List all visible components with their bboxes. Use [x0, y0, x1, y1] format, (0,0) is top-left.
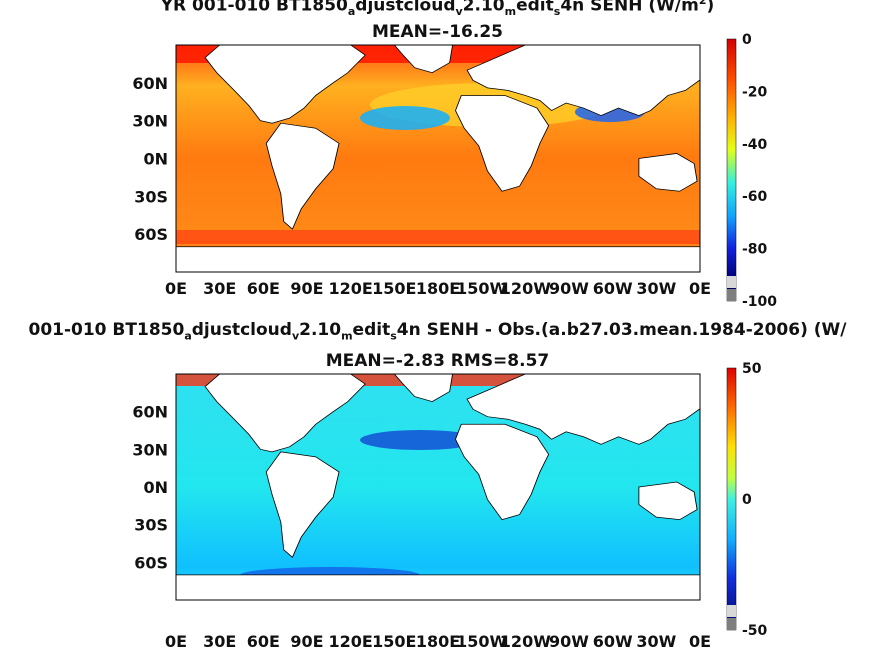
- x-tick-label: 0E: [165, 632, 187, 651]
- x-tick-label: 0E: [689, 279, 711, 298]
- y-tick-label: 0N: [143, 478, 168, 497]
- panel-senh-bias: 001-010 BT1850adjustcloudv2.10medits4n S…: [0, 320, 875, 650]
- x-tick-label: 120W: [500, 632, 551, 651]
- colorbar-tick-label: -100: [742, 294, 777, 310]
- x-tick-label: 120E: [329, 279, 373, 298]
- x-tick-label: 0E: [689, 632, 711, 651]
- x-tick-label: 60W: [593, 279, 633, 298]
- map-frame: [175, 373, 701, 601]
- y-tick-label: 30N: [132, 112, 168, 131]
- x-tick-label: 30E: [203, 632, 236, 651]
- map-frame: [175, 44, 701, 273]
- x-tick-label: 60E: [247, 279, 280, 298]
- ocean-anomaly: [176, 230, 700, 244]
- x-tick-label: 150E: [372, 279, 416, 298]
- x-tick-label: 120E: [329, 632, 373, 651]
- colorbar-tick-label: -60: [742, 189, 768, 205]
- x-tick-label: 90E: [290, 279, 323, 298]
- y-tick-label: 60N: [132, 74, 168, 93]
- colorbar-tick-label: 0: [742, 32, 752, 48]
- colorbar-tick-label: -40: [742, 137, 768, 153]
- y-tick-label: 30S: [134, 187, 168, 206]
- ocean-anomaly: [360, 106, 450, 130]
- colorbar-tick-label: -50: [742, 623, 768, 639]
- colorbar-tick-label: -80: [742, 242, 768, 258]
- x-tick-label: 150W: [456, 632, 507, 651]
- y-tick-label: 0N: [143, 150, 168, 169]
- colorbar: [726, 367, 737, 631]
- x-tick-label: 30E: [203, 279, 236, 298]
- panel-senh-model: YR 001-010 BT1850adjustcloudv2.10medits4…: [160, 0, 715, 42]
- x-tick-label: 30W: [636, 279, 676, 298]
- ocean-anomaly: [360, 430, 480, 450]
- x-tick-label: 180E: [416, 632, 460, 651]
- y-tick-label: 60S: [134, 225, 168, 244]
- panel-subtitle: MEAN=-2.83 RMS=8.57: [325, 351, 550, 371]
- x-tick-label: 120W: [500, 279, 551, 298]
- panel-title: YR 001-010 BT1850adjustcloudv2.10medits4…: [160, 0, 715, 19]
- x-tick-label: 90W: [549, 279, 589, 298]
- x-tick-label: 90E: [290, 632, 323, 651]
- colorbar: [726, 38, 737, 302]
- y-tick-label: 30N: [132, 440, 168, 459]
- x-tick-label: 150E: [372, 632, 416, 651]
- x-tick-label: 30W: [636, 632, 676, 651]
- panel-title: 001-010 BT1850adjustcloudv2.10medits4n S…: [28, 320, 847, 343]
- colorbar-tick-label: 0: [742, 492, 752, 508]
- x-tick-label: 0E: [165, 279, 187, 298]
- y-tick-label: 60N: [132, 403, 168, 422]
- colorbar-tick-label: -20: [742, 84, 768, 100]
- y-tick-label: 60S: [134, 553, 168, 572]
- x-tick-label: 180E: [416, 279, 460, 298]
- x-tick-label: 60E: [247, 632, 280, 651]
- colorbar-tick-label: 50: [742, 361, 762, 377]
- x-tick-label: 60W: [593, 632, 633, 651]
- x-tick-label: 150W: [456, 279, 507, 298]
- x-tick-label: 90W: [549, 632, 589, 651]
- panel-subtitle: MEAN=-16.25: [372, 22, 503, 42]
- y-tick-label: 30S: [134, 516, 168, 535]
